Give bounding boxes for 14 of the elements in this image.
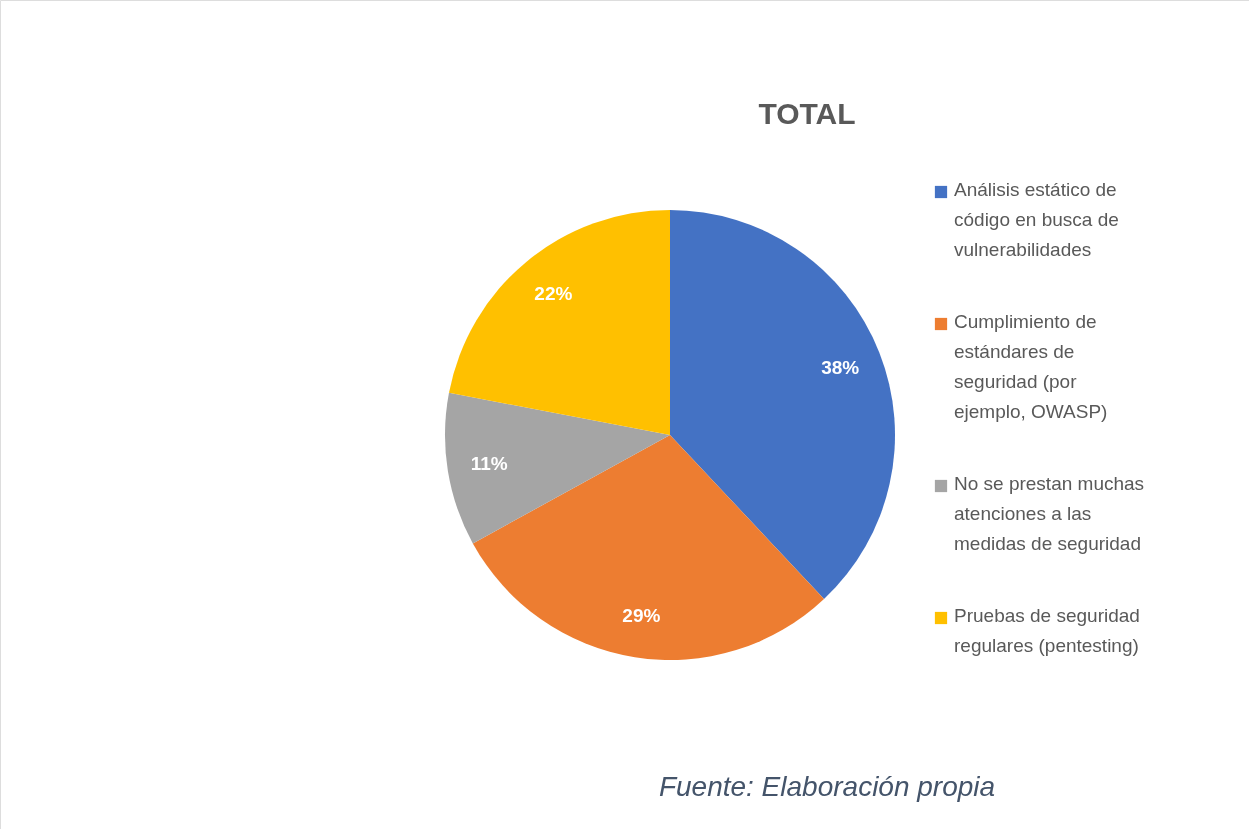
legend-label: Cumplimiento de estándares de seguridad (por ejemplo, OWASP) — [954, 311, 1108, 422]
data-label: 38% — [821, 356, 860, 378]
source-note: Fuente: Elaboración propia — [658, 771, 996, 802]
data-label: 11% — [470, 452, 508, 474]
data-label: 29% — [622, 604, 661, 626]
chart-title: TOTAL — [758, 97, 856, 130]
pie-slice — [472, 435, 825, 660]
pie-slice — [445, 392, 670, 544]
legend-label: No se prestan muchas atenciones a las medidas de seguridad — [954, 473, 1145, 554]
data-label: 22% — [534, 283, 573, 304]
pie-slice — [670, 210, 895, 600]
legend-label: Análisis estático de código en busca de vulnerabilidades — [954, 179, 1119, 260]
pie-slice — [448, 210, 670, 435]
legend-label: Pruebas de seguridad regulares (pentesting) — [954, 605, 1140, 656]
